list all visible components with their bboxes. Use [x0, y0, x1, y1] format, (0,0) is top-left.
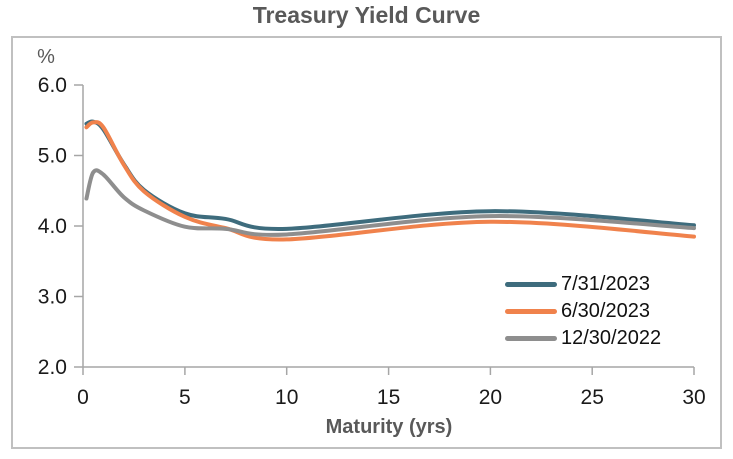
chart-legend: 7/31/2023 6/30/2023 12/30/2022	[505, 271, 661, 352]
x-tick-label: 25	[581, 386, 604, 409]
legend-label: 12/30/2022	[561, 327, 662, 349]
chart-title: Treasury Yield Curve	[252, 2, 481, 28]
series-lines	[84, 119, 696, 242]
x-tick-label: 20	[479, 386, 502, 409]
legend-label: 6/30/2023	[561, 300, 650, 322]
axes	[74, 84, 695, 375]
x-tick-label: 15	[377, 386, 400, 409]
x-tick-label: 0	[77, 386, 89, 409]
series-line-6-30-2023	[84, 120, 696, 242]
legend-label: 7/31/2023	[561, 273, 650, 295]
x-tick-label: 5	[179, 386, 191, 409]
y-tick-label: 3.0	[38, 286, 67, 309]
legend-item: 12/30/2022	[505, 325, 661, 352]
x-tick-label: 10	[275, 386, 298, 409]
x-tick-label: 30	[682, 386, 705, 409]
y-axis-unit-label: %	[37, 46, 55, 68]
y-tick-label: 4.0	[38, 215, 67, 238]
y-tick-label: 2.0	[38, 356, 67, 379]
legend-swatch	[505, 282, 557, 287]
legend-item: 6/30/2023	[505, 298, 661, 325]
legend-swatch	[505, 309, 557, 314]
legend-item: 7/31/2023	[505, 271, 661, 298]
y-tick-label: 5.0	[38, 145, 67, 168]
plot-frame	[11, 36, 722, 449]
series-line-12-30-2022	[84, 168, 696, 237]
legend-swatch	[505, 336, 557, 341]
x-axis-title: Maturity (yrs)	[326, 416, 453, 438]
y-tick-label: 6.0	[38, 74, 67, 97]
